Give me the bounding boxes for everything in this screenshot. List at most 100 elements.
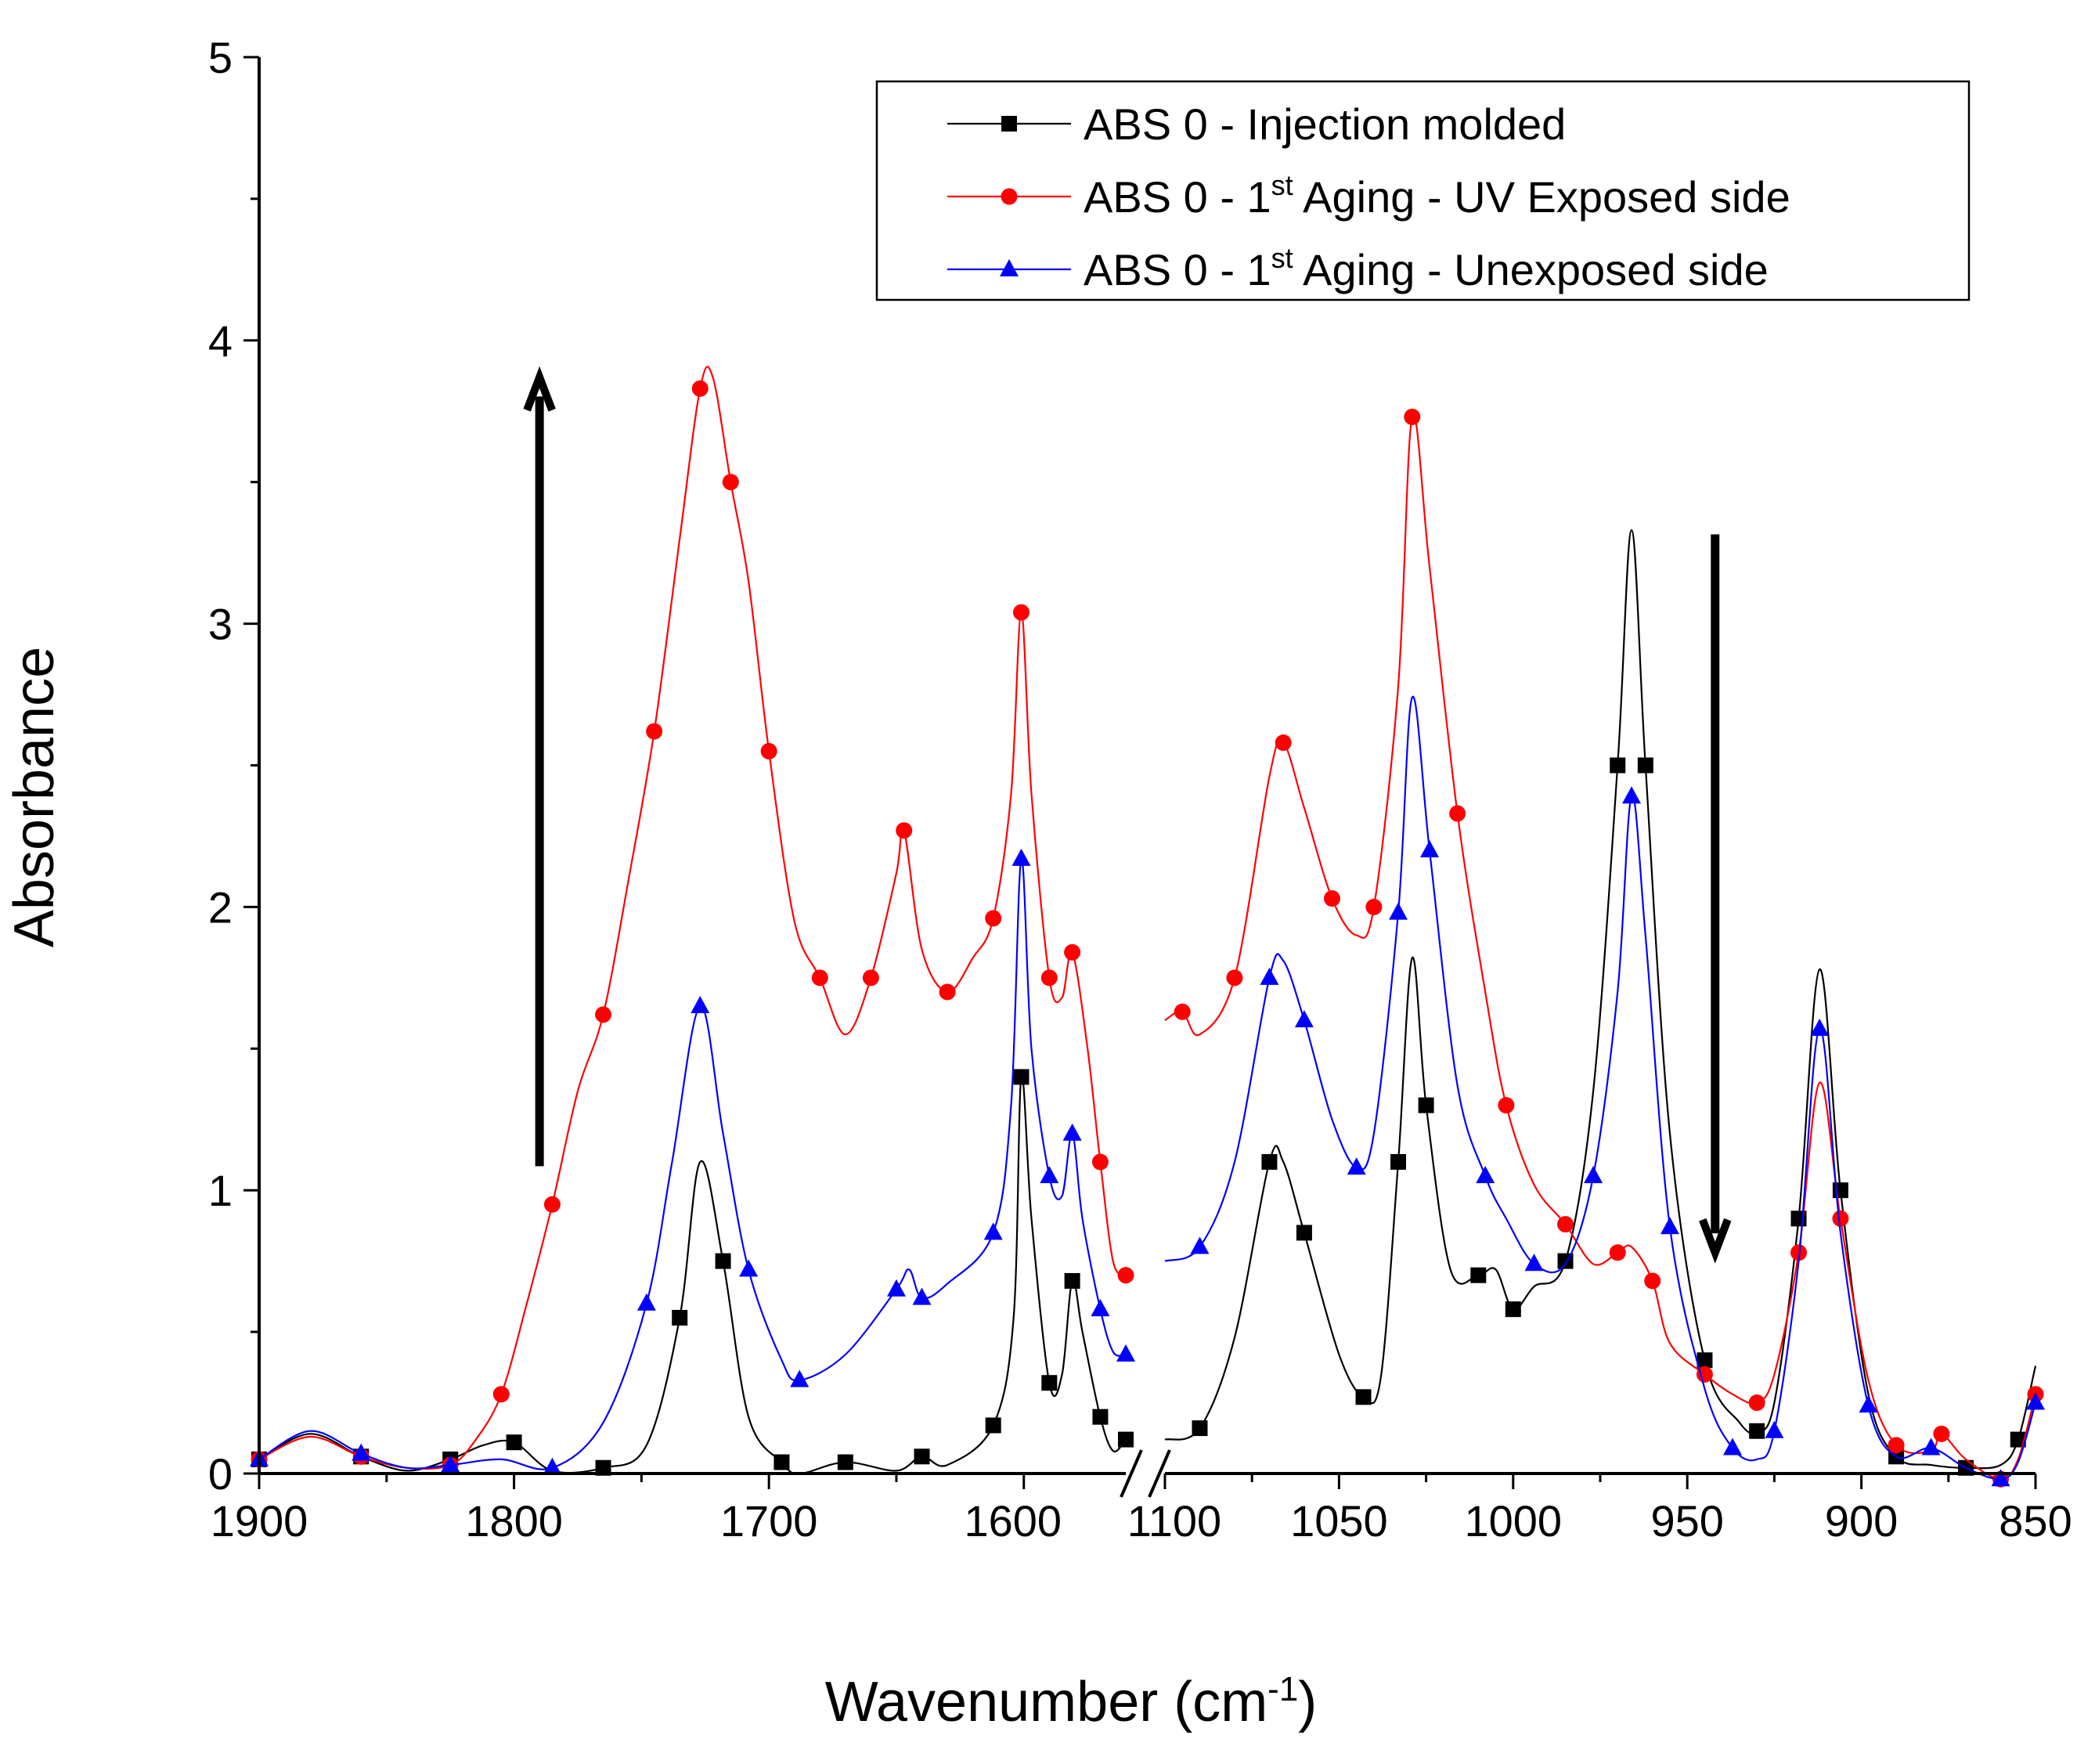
series-0-point-8	[595, 1459, 611, 1476]
series-0-point-66	[2010, 1431, 2026, 1448]
series-2-point-36	[1294, 1010, 1314, 1028]
legend-label-2: ABS 0 - 1st Aging - Unexposed side	[1084, 242, 1769, 294]
series-2-point-8	[636, 1293, 656, 1311]
series-1-point-60	[1644, 1272, 1661, 1290]
series-0-point-6	[506, 1434, 522, 1451]
series-0-point-26	[1064, 1272, 1080, 1289]
series-1-point-10	[595, 1006, 612, 1023]
y-tick-label-2: 2	[208, 882, 233, 932]
series-1-point-54	[1498, 1097, 1515, 1114]
series-1-point-40	[1174, 1003, 1191, 1020]
series-1-point-16	[722, 474, 739, 491]
series-2-point-30	[1116, 1344, 1135, 1362]
series-1-point-42	[1226, 969, 1243, 987]
series-2-point-56	[1765, 1420, 1784, 1438]
x-tick-label-1-1: 1050	[1290, 1496, 1388, 1546]
series-2-point-6	[543, 1457, 562, 1475]
series-2-point-44	[1476, 1166, 1495, 1184]
series-1-point-56	[1557, 1216, 1574, 1233]
legend-marker-1	[1001, 188, 1018, 205]
series-2-point-48	[1584, 1166, 1603, 1184]
plot-area	[250, 366, 2045, 1488]
y-tick-label-3: 3	[208, 600, 233, 649]
series-2-point-32	[1190, 1236, 1210, 1254]
series-2-point-24	[1040, 1166, 1059, 1184]
x-tick-label-0-3: 1600	[964, 1496, 1062, 1546]
series-2-point-16	[886, 1279, 906, 1297]
series-1-point-34	[1064, 943, 1081, 961]
series-2-point-28	[1091, 1299, 1110, 1317]
series-1-point-44	[1275, 734, 1292, 752]
series-0-point-12	[715, 1253, 731, 1269]
y-axis-title: Absorbance	[3, 647, 66, 947]
axes: 0 1 2 3 4 5 1900 1800 1700 1600 1100 1050 1000 950 900…	[208, 33, 2072, 1546]
series-0-point-36	[1296, 1225, 1312, 1241]
series-0-line-0	[258, 1074, 1127, 1475]
series-1-point-22	[862, 969, 879, 987]
series-0-point-20	[985, 1417, 1001, 1434]
series-2-point-54	[1723, 1438, 1743, 1456]
series-2	[250, 695, 2045, 1487]
legend-label-2-text: ABS 0 - 1	[1084, 245, 1271, 294]
series-2-point-14	[790, 1369, 810, 1387]
series-1-point-62	[1696, 1365, 1713, 1383]
legend-label-2-superscript: st	[1271, 242, 1293, 274]
arrow-up	[523, 366, 556, 1167]
x-tick-label-1-2: 1000	[1465, 1496, 1563, 1546]
y-tick-label-0: 0	[208, 1449, 233, 1499]
x-tick-label-1-0: 1100	[1127, 1496, 1221, 1546]
series-1-point-30	[1013, 604, 1030, 621]
series-1-point-70	[1888, 1437, 1905, 1454]
series-2-point-60	[1859, 1395, 1878, 1413]
series-2-point-10	[691, 996, 710, 1014]
series-1	[251, 366, 2044, 1488]
series-2-point-2	[352, 1443, 371, 1461]
x-tick-label-1-3: 950	[1650, 1496, 1723, 1546]
legend-label-1-text: ABS 0 - 1	[1084, 172, 1271, 222]
series-1-point-32	[1040, 969, 1058, 987]
x-tick-label-0-2: 1700	[720, 1496, 818, 1546]
series-1-point-36	[1091, 1153, 1109, 1171]
series-0-point-10	[672, 1310, 688, 1326]
legend-marker-0	[1001, 116, 1017, 132]
legend-label-0-text: ABS 0 - Injection molded	[1084, 99, 1566, 149]
series-1-point-28	[985, 910, 1002, 927]
x-axis-title-main: Wavenumber (cm	[825, 1671, 1267, 1733]
series-2-point-62	[1921, 1438, 1941, 1456]
series-0-point-16	[837, 1454, 853, 1470]
series-0-point-42	[1418, 1097, 1434, 1113]
series-1-point-14	[691, 380, 709, 397]
series-2-point-66	[2026, 1392, 2045, 1410]
series-1-point-18	[760, 742, 777, 759]
series-2-point-58	[1810, 1018, 1830, 1036]
series-0-point-56	[1749, 1423, 1765, 1439]
series-2-point-64	[1991, 1469, 2010, 1487]
x-axis-title-superscript: -1	[1267, 1670, 1298, 1708]
series-1-point-8	[543, 1196, 561, 1213]
series-2-point-34	[1260, 967, 1279, 985]
x-tick-label-0-0: 1900	[211, 1496, 308, 1546]
series-0-point-40	[1390, 1154, 1407, 1171]
series-1-point-52	[1449, 805, 1466, 822]
series-0-point-46	[1505, 1301, 1521, 1318]
annotations	[523, 366, 1732, 1264]
legend: ABS 0 - Injection molded ABS 0 - 1st Agin…	[875, 80, 1971, 301]
series-1-point-72	[1933, 1425, 1950, 1442]
series-1-point-46	[1324, 890, 1341, 907]
x-tick-label-1-4: 900	[1825, 1496, 1898, 1546]
series-2-point-52	[1660, 1217, 1679, 1235]
series-1-point-48	[1365, 898, 1383, 915]
legend-label-0: ABS 0 - Injection molded	[1084, 99, 1566, 149]
series-1-point-50	[1404, 408, 1421, 425]
series-2-point-26	[1062, 1123, 1082, 1141]
series-2-point-42	[1420, 840, 1440, 858]
series-2-point-4	[441, 1455, 460, 1473]
axis-break-mark-1	[1120, 1449, 1143, 1498]
y-tick-label-1: 1	[208, 1166, 233, 1215]
series-2-point-50	[1622, 786, 1642, 804]
arrow-down	[1699, 534, 1732, 1264]
series-0-point-34	[1261, 1154, 1278, 1171]
axis-break-mark-2	[1148, 1449, 1171, 1498]
legend-label-1: ABS 0 - 1st Aging - UV Exposed side	[1084, 169, 1790, 222]
